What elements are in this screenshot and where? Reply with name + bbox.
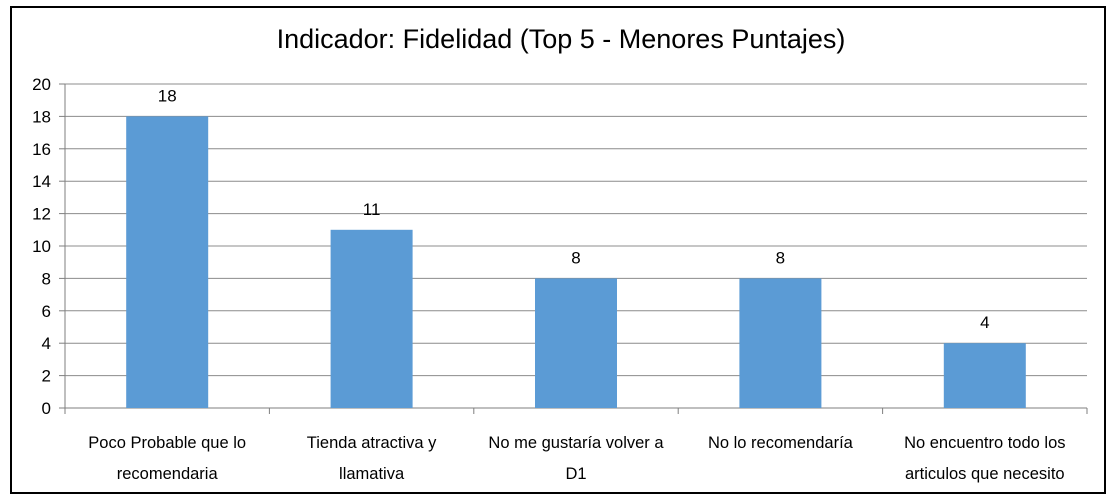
gridlines — [65, 83, 1087, 377]
x-tick-label: Poco Probable que lo recomendaria — [88, 434, 246, 483]
y-tick-label: 18 — [32, 107, 51, 126]
bar — [126, 116, 209, 409]
data-label: 11 — [363, 200, 381, 219]
data-label: 18 — [158, 86, 177, 105]
y-tick-label: 10 — [32, 237, 51, 256]
chart-frame: Indicador: Fidelidad (Top 5 - Menores Pu… — [10, 6, 1106, 494]
x-tick-label: No encuentro todo los articulos que neces… — [904, 434, 1065, 483]
category-labels: Poco Probable que lo recomendaria Tienda a… — [88, 434, 1065, 483]
y-tick-label: 2 — [42, 367, 51, 386]
chart-title: Indicador: Fidelidad (Top 5 - Menores Pu… — [277, 24, 846, 54]
y-tick-label: 8 — [42, 269, 51, 288]
y-tick-label: 12 — [32, 205, 51, 224]
data-labels: 18 11 8 8 4 — [158, 86, 990, 332]
y-tick-label: 14 — [32, 172, 51, 191]
axes: 0 2 4 6 8 10 12 14 16 18 20 — [32, 75, 1088, 418]
y-tick-label: 0 — [42, 399, 51, 418]
bar — [535, 278, 617, 408]
bar-chart: Indicador: Fidelidad (Top 5 - Menores Pu… — [32, 24, 1088, 483]
x-tick-label: No lo recomendaría — [708, 434, 854, 452]
y-tick-label: 16 — [32, 140, 51, 159]
y-tick-label: 4 — [42, 334, 51, 353]
data-label: 8 — [776, 248, 785, 267]
bar — [943, 343, 1026, 408]
bar — [739, 278, 822, 408]
x-tick-label: No me gustaría volver a D1 — [488, 434, 664, 483]
x-tick-label: Tienda atractiva y llamativa — [307, 434, 437, 483]
bars — [126, 116, 1026, 409]
y-tick-label: 6 — [42, 302, 51, 321]
bar — [330, 229, 413, 408]
data-label: 4 — [980, 313, 989, 332]
y-tick-label: 20 — [32, 75, 51, 94]
data-label: 8 — [571, 248, 580, 267]
